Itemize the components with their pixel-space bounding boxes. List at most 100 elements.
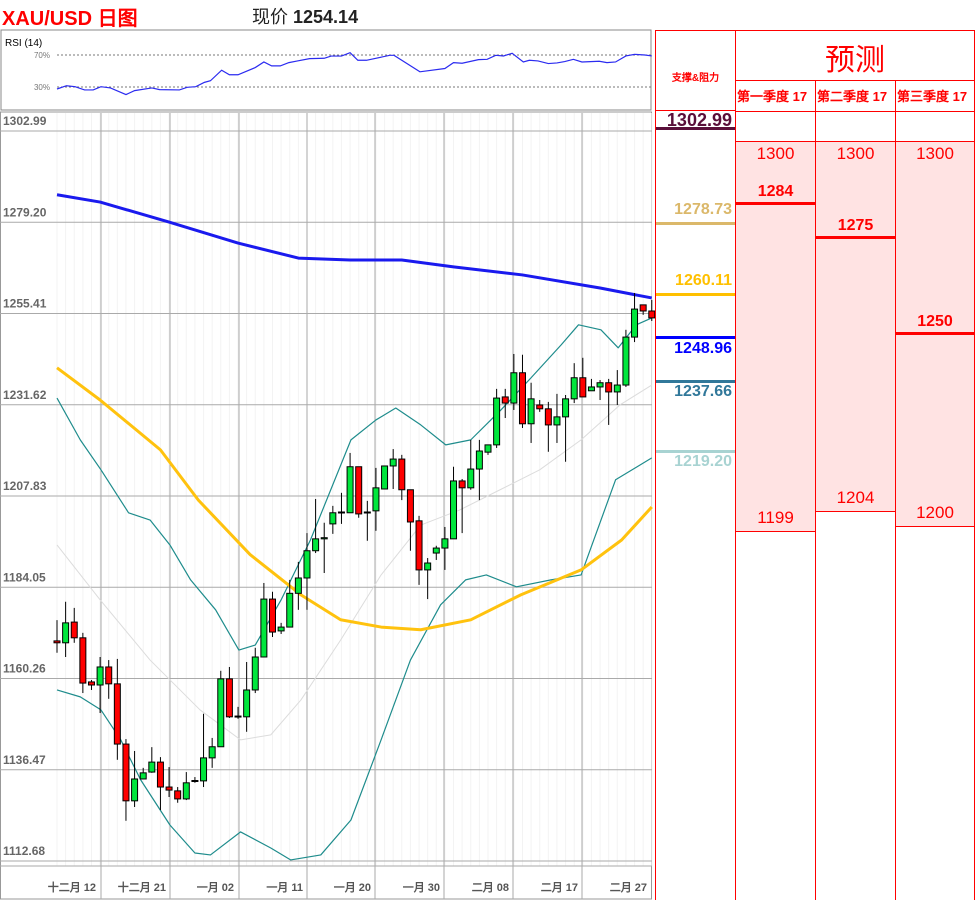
candle-body bbox=[346, 466, 354, 514]
candle-body bbox=[156, 761, 164, 788]
sr-level-value: 1248.96 bbox=[674, 340, 732, 357]
sr-level-line bbox=[656, 127, 735, 130]
candle-body bbox=[191, 780, 199, 783]
candle-body bbox=[131, 778, 139, 802]
candle-body bbox=[200, 757, 208, 782]
candle-body bbox=[544, 408, 552, 426]
forecast-high: 1300 bbox=[916, 144, 954, 163]
quarter-label: 第三季度 17 bbox=[897, 89, 968, 104]
sr-level-line bbox=[656, 450, 735, 453]
candle-body bbox=[510, 372, 518, 404]
candle-body bbox=[458, 480, 466, 489]
forecast-high: 1300 bbox=[836, 144, 875, 163]
bollinger-mid-line bbox=[56, 384, 653, 741]
y-tick-label: 1112.68 bbox=[3, 844, 45, 858]
y-tick-label: 1207.83 bbox=[3, 479, 47, 493]
candle-body bbox=[501, 396, 509, 404]
candle-body bbox=[406, 489, 414, 523]
forecast-target: 1284 bbox=[757, 183, 794, 200]
candle-body bbox=[424, 562, 432, 571]
x-tick-label: 一月 02 bbox=[197, 881, 234, 894]
forecast-header: 预测 bbox=[735, 30, 975, 81]
rsi-level-label: 30% bbox=[34, 83, 50, 92]
candle-body bbox=[294, 577, 302, 594]
sr-level-value: 1219.20 bbox=[674, 453, 732, 470]
candle-body bbox=[587, 386, 595, 392]
moving-average-fast-line bbox=[56, 366, 653, 632]
y-tick-label: 1184.05 bbox=[3, 570, 46, 584]
candle-body bbox=[381, 465, 389, 490]
candle-body bbox=[372, 487, 380, 512]
candle-body bbox=[553, 416, 561, 426]
candle-body bbox=[605, 382, 613, 393]
candle-body bbox=[234, 715, 242, 718]
quarter-label: 第一季度 17 bbox=[737, 89, 808, 104]
candle-body bbox=[570, 377, 578, 400]
candle-body bbox=[251, 656, 259, 691]
sr-header: 支撑&阻力 bbox=[671, 73, 720, 84]
candle-body bbox=[217, 678, 225, 748]
candle-body bbox=[269, 598, 276, 633]
current-price: 现价 1254.14 bbox=[252, 3, 358, 29]
forecast-column-q1: 第一季度 17 1300 1284 1199 bbox=[735, 80, 816, 900]
forecast-high: 1300 bbox=[756, 144, 795, 163]
candle-body bbox=[441, 538, 449, 549]
candle-body bbox=[174, 790, 182, 800]
sr-level-value: 1278.73 bbox=[674, 201, 732, 218]
main-panel bbox=[0, 111, 652, 900]
candle-body bbox=[622, 336, 630, 386]
sr-level-line bbox=[656, 336, 735, 339]
y-tick-label: 1160.26 bbox=[3, 662, 46, 676]
candle-body bbox=[113, 683, 121, 745]
candle-body bbox=[613, 384, 621, 393]
candle-body bbox=[225, 678, 233, 718]
price-label: 现价 bbox=[252, 7, 288, 27]
candle-body bbox=[389, 458, 397, 467]
candle-body bbox=[182, 782, 190, 800]
candle-body bbox=[432, 547, 440, 554]
rsi-line bbox=[56, 51, 652, 96]
candle-body bbox=[62, 622, 70, 644]
candle-body bbox=[493, 397, 501, 446]
candle-body bbox=[139, 772, 147, 780]
candle-body bbox=[312, 538, 320, 552]
forecast-target: 1275 bbox=[837, 217, 874, 234]
forecast-target-line bbox=[816, 236, 895, 239]
forecast-target-line bbox=[896, 332, 974, 335]
y-tick-label: 1136.47 bbox=[3, 753, 46, 767]
rsi-label: RSI (14) bbox=[5, 38, 42, 49]
quarter-label: 第二季度 17 bbox=[817, 89, 888, 104]
candle-body bbox=[243, 689, 251, 718]
x-tick-label: 二月 17 bbox=[541, 881, 578, 894]
candle-body bbox=[260, 598, 268, 658]
candle-body bbox=[355, 466, 363, 515]
candle-body bbox=[415, 520, 423, 571]
x-tick-label: 二月 27 bbox=[610, 881, 647, 894]
x-tick-label: 二月 08 bbox=[472, 881, 509, 894]
chart-title: XAU/USD 日图 bbox=[2, 8, 138, 30]
sr-level-value: 1260.11 bbox=[675, 272, 732, 289]
bollinger-upper-line bbox=[56, 317, 653, 651]
forecast-title: 预测 bbox=[825, 43, 885, 78]
candle-body bbox=[148, 761, 156, 773]
candle-body bbox=[579, 377, 587, 398]
x-tick-label: 十二月 21 bbox=[118, 880, 166, 894]
candle-body bbox=[96, 666, 104, 686]
candle-body bbox=[122, 743, 130, 802]
rsi-panel bbox=[0, 29, 652, 111]
forecast-low: 1200 bbox=[916, 503, 954, 522]
y-tick-label: 1279.20 bbox=[3, 205, 47, 219]
candle-body bbox=[467, 468, 475, 489]
candle-body bbox=[484, 444, 492, 453]
candle-body bbox=[105, 666, 113, 685]
rsi-level-label: 70% bbox=[34, 51, 50, 60]
candle-body bbox=[398, 458, 406, 491]
candle-body bbox=[87, 681, 95, 686]
forecast-target: 1250 bbox=[917, 313, 953, 330]
sr-level-value: 1302.99 bbox=[666, 110, 732, 130]
x-tick-label: 一月 11 bbox=[266, 881, 303, 894]
x-tick-label: 一月 30 bbox=[403, 881, 440, 894]
sr-level-line bbox=[656, 380, 735, 383]
candle-body bbox=[165, 786, 173, 791]
bollinger-lower-line bbox=[56, 457, 653, 861]
